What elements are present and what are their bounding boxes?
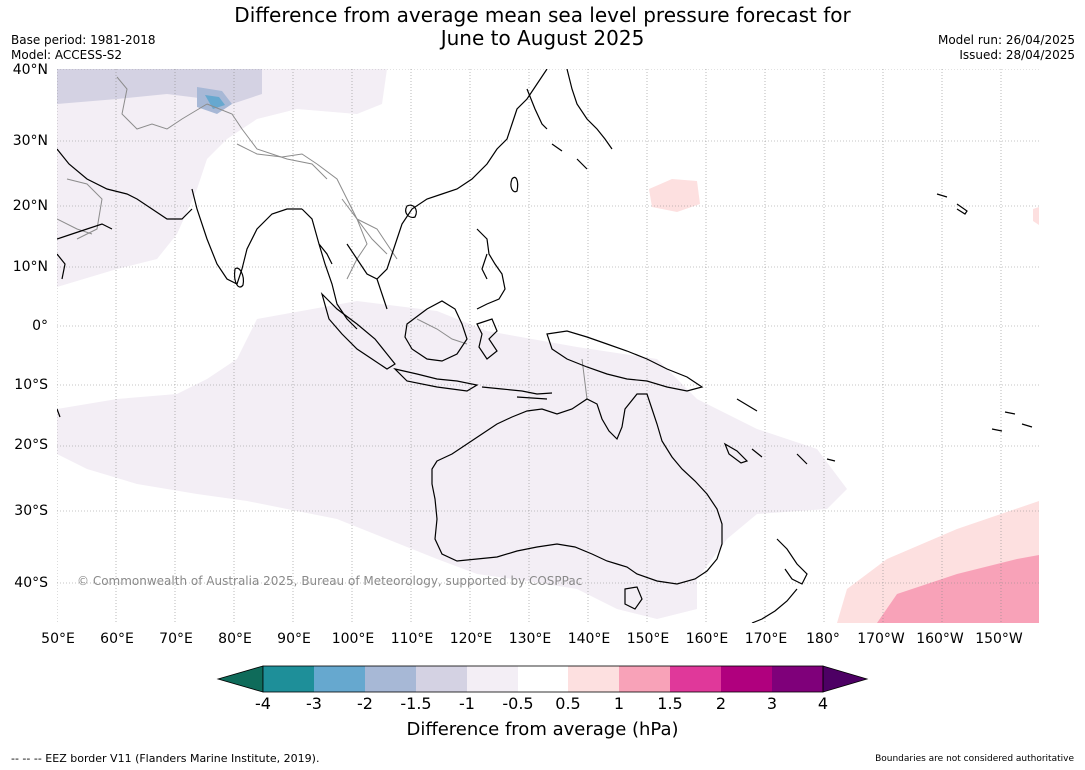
coast-hainan [405, 204, 417, 218]
lat-label-30s: 30°S [14, 503, 48, 519]
colorbar-swatch-05-1 [568, 666, 619, 692]
meta-left: Base period: 1981-2018 Model: ACCESS-S2 [11, 33, 156, 63]
shade-neg05-northwest [57, 69, 387, 287]
colorbar-swatch-15-1 [416, 666, 467, 692]
coast-australia [431, 393, 723, 585]
lat-label-40n: 40°N [12, 62, 48, 78]
coast-tasmania [624, 586, 643, 610]
coast-new-caledonia [723, 442, 749, 464]
colorbar-frame [262, 665, 824, 693]
shade-pos05-pacific [649, 179, 700, 212]
colorbar-tick-p3: 3 [766, 694, 778, 713]
lat-label-40s: 40°S [14, 575, 48, 591]
coast-sulawesi [476, 318, 498, 360]
forecast-map [57, 69, 1039, 623]
coast-hawaii [936, 193, 968, 215]
colorbar-swatch-3-2 [314, 666, 365, 692]
country-borders [57, 76, 588, 400]
colorbar-swatch-2-3 [721, 666, 772, 692]
lon-label-150e: 150°E [626, 631, 670, 647]
colorbar-title: Difference from average (hPa) [406, 719, 679, 740]
boundaries-disclaimer: Boundaries are not considered authoritat… [875, 754, 1074, 764]
shade-neg05-south [57, 301, 847, 619]
colorbar-swatch-2-15 [365, 666, 416, 692]
coast-east-islands [991, 411, 1033, 432]
anomaly-shading [57, 69, 1039, 623]
colorbar-swatch-3-4 [772, 666, 823, 692]
lon-label-180: 180° [806, 631, 840, 647]
lat-label-0: 0° [32, 318, 48, 334]
map-title: Difference from average mean sea level p… [234, 3, 851, 50]
lon-label-130e: 130°E [508, 631, 552, 647]
lat-label-20n: 20°N [12, 198, 48, 214]
lon-label-170e: 170°E [744, 631, 788, 647]
lon-label-80e: 80°E [218, 631, 252, 647]
coast-taiwan [510, 176, 519, 193]
colorbar-tick-m2: -2 [357, 694, 373, 713]
colorbar-tick-p15: 1.5 [657, 694, 683, 713]
base-period: Base period: 1981-2018 [11, 33, 156, 47]
lon-label-70e: 70°E [159, 631, 193, 647]
coast-sumatra [320, 291, 396, 370]
lat-label-30n: 30°N [12, 133, 48, 149]
coast-pacific-islands [736, 398, 836, 465]
colorbar-swatch-neutral [518, 666, 568, 692]
shade-pos1-southeast [877, 555, 1039, 623]
coast-korea-japan [526, 69, 613, 170]
lon-label-90e: 90°E [277, 631, 311, 647]
lon-label-170w: 170°W [857, 631, 905, 647]
colorbar-swatch-1-05 [467, 666, 518, 692]
coast-borneo [404, 300, 468, 362]
lat-label-10n: 10°N [12, 259, 48, 275]
coast-java [393, 367, 479, 392]
coastlines [57, 69, 1033, 623]
graticule [57, 69, 1039, 623]
lon-label-160w: 160°W [916, 631, 964, 647]
colorbar-tick-m15: -1.5 [400, 694, 432, 713]
coast-new-guinea [546, 330, 704, 392]
coast-sri-lanka [234, 267, 244, 288]
colorbar-swatch-gt-4 [822, 665, 869, 693]
colorbar-tick-m1: -1 [459, 694, 475, 713]
colorbar-tick-m4: -4 [255, 694, 271, 713]
colorbar-swatch-1-15 [619, 666, 670, 692]
colorbar-swatch-15-2 [670, 666, 721, 692]
coast-mainland-sea [301, 69, 548, 330]
lon-label-100e: 100°E [331, 631, 375, 647]
lon-label-150w: 150°W [975, 631, 1023, 647]
eez-border-note: -- -- -- EEZ border V11 (Flanders Marine… [11, 752, 320, 765]
colorbar-swatch-4-3 [263, 666, 314, 692]
model-name: Model: ACCESS-S2 [11, 48, 123, 62]
coast-arabia-africa [57, 148, 193, 418]
coast-new-zealand [751, 538, 808, 623]
colorbar-tick-p05: 0.5 [555, 694, 581, 713]
lon-label-140e: 140°E [567, 631, 611, 647]
shade-neg2-tibet [205, 95, 225, 109]
colorbar-tick-p4: 4 [817, 694, 829, 713]
coast-india [191, 188, 302, 285]
coast-philippines [476, 228, 506, 310]
colorbar-tick-m05: -0.5 [502, 694, 534, 713]
shade-pos05-pacific-east [1033, 207, 1039, 225]
colorbar-tick-p1: 1 [613, 694, 625, 713]
model-run: Model run: 26/04/2025 [937, 33, 1075, 47]
lon-label-50e: 50°E [41, 631, 75, 647]
copyright-notice: © Commonwealth of Australia 2025, Bureau… [77, 574, 583, 588]
coast-sunda [481, 386, 553, 400]
issued-date: Issued: 28/04/2025 [959, 48, 1075, 62]
lon-label-60e: 60°E [100, 631, 134, 647]
colorbar [216, 665, 869, 693]
lat-label-10s: 10°S [14, 377, 48, 393]
map-canvas [57, 69, 1039, 623]
colorbar-swatch-lt-4 [216, 665, 264, 693]
lon-label-110e: 110°E [390, 631, 434, 647]
colorbar-tick-m3: -3 [306, 694, 322, 713]
lon-label-160e: 160°E [685, 631, 729, 647]
meta-right: Model run: 26/04/2025 Issued: 28/04/2025 [938, 33, 1075, 63]
colorbar-tick-p2: 2 [715, 694, 727, 713]
lon-label-120e: 120°E [449, 631, 493, 647]
lat-label-20s: 20°S [14, 437, 48, 453]
